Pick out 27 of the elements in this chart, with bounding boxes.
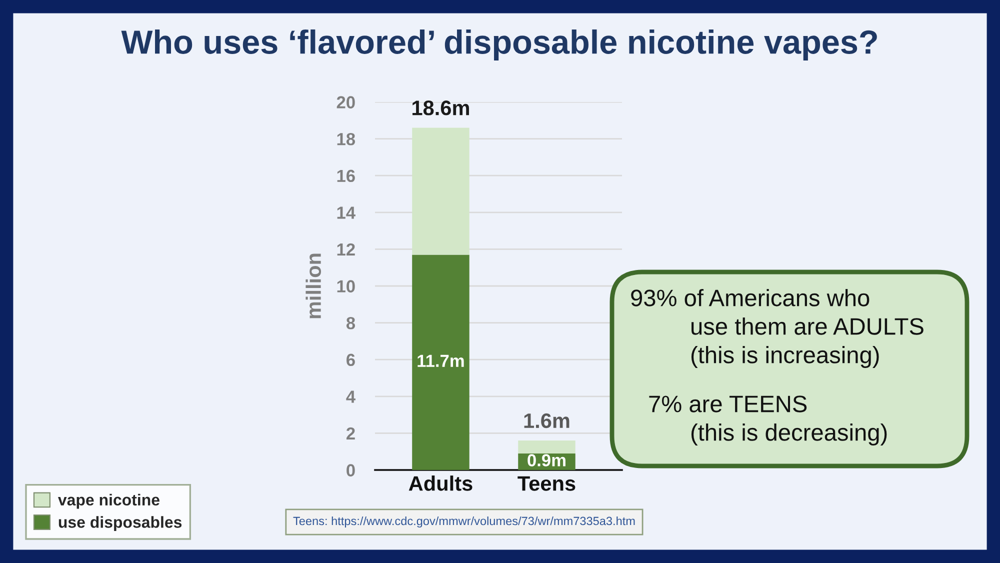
y-tick-label: 6 <box>346 354 355 366</box>
bar <box>518 440 576 454</box>
bar <box>412 254 470 470</box>
y-tick-label: 18 <box>337 132 356 146</box>
y-tick-label: 14 <box>337 206 356 219</box>
total-label: 18.6m <box>412 100 469 116</box>
data-label: 0.9m <box>528 454 566 466</box>
total-label: 1.6m <box>524 413 570 428</box>
x-tick-label: Adults <box>408 476 472 491</box>
y-tick-label: 16 <box>337 170 355 182</box>
y-axis-title: million <box>306 254 322 318</box>
y-tick-label: 20 <box>336 96 355 108</box>
text: 7% are TEENS (this is decreasing) <box>649 396 887 446</box>
y-tick-label: 12 <box>337 243 355 256</box>
y-tick-label: 8 <box>346 316 356 330</box>
data-label: 11.7m <box>418 354 464 367</box>
chart-title: Who uses ‘flavored’ disposable nicotine vapes? <box>121 29 877 61</box>
legend-label: vape nicotine <box>58 494 160 509</box>
y-tick-label: 4 <box>346 390 356 403</box>
text: Teens: https://www.cdc.gov/mmwr/volumes/73/wr/mm7335a3.htm <box>293 516 635 528</box>
y-tick-label: 0 <box>346 464 355 476</box>
x-tick-label: Teens <box>518 476 576 491</box>
bar <box>412 128 470 255</box>
y-tick-label: 2 <box>346 427 355 440</box>
legend-label: use disposables <box>58 516 182 532</box>
y-tick-label: 10 <box>337 280 355 292</box>
text: 93% of Americans who use them are ADULTS (this is increasing) <box>631 288 924 368</box>
